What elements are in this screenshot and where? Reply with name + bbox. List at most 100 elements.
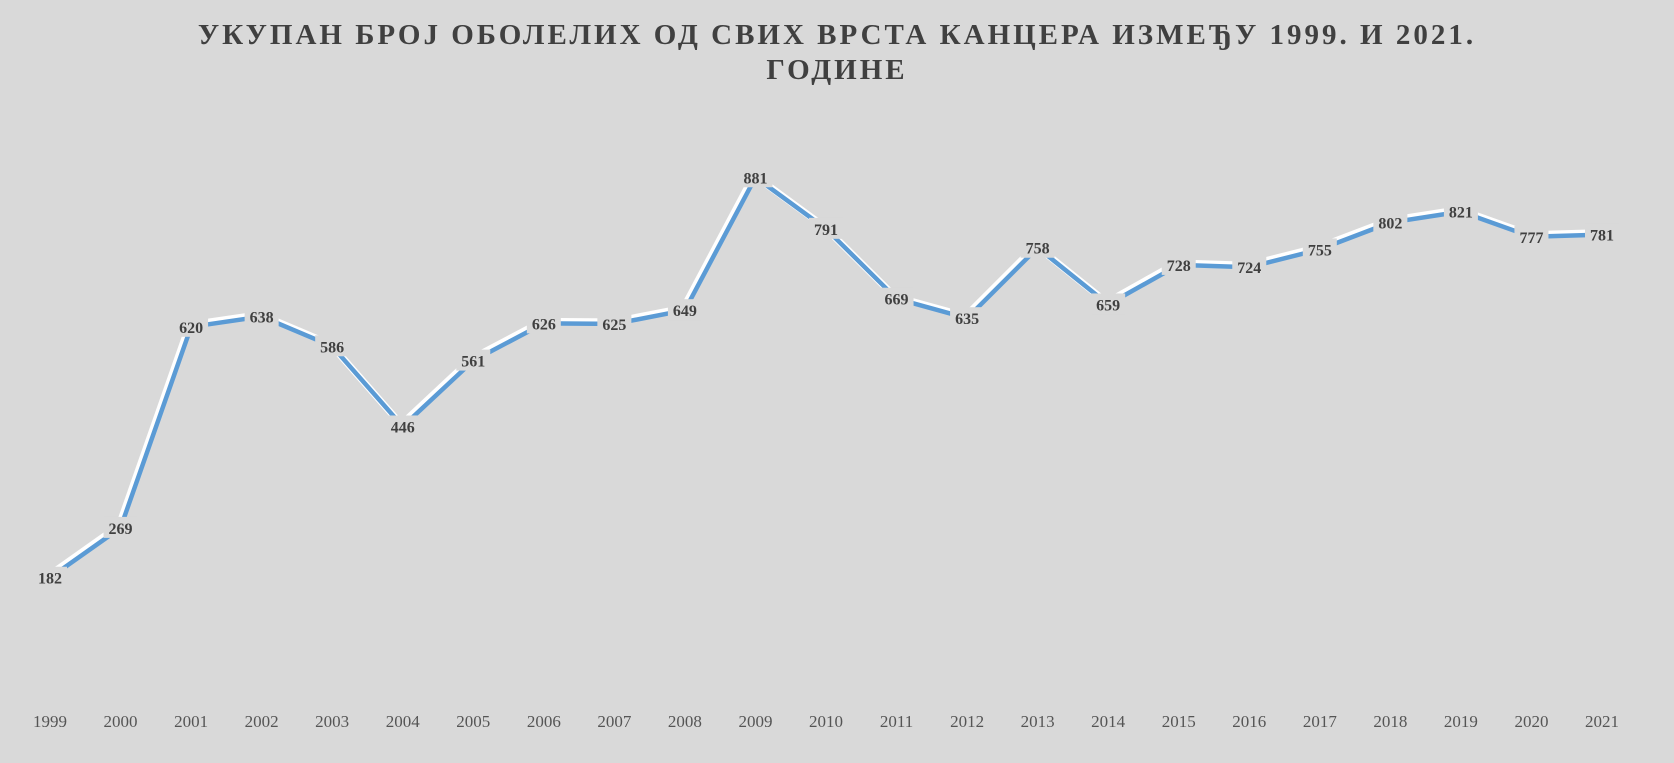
data-label-bg <box>244 305 279 327</box>
data-label-text: 781 <box>1590 228 1614 245</box>
data-label-bg <box>1232 256 1267 278</box>
x-tick-2017: 2017 <box>1303 712 1338 731</box>
data-label-text: 620 <box>179 320 203 337</box>
data-label-bg <box>809 217 843 239</box>
data-label-2018: 802 <box>1373 211 1408 233</box>
x-tick-2003: 2003 <box>315 712 349 731</box>
data-label-2000: 269 <box>103 516 138 538</box>
data-label-bg <box>1514 225 1549 247</box>
x-tick-2012: 2012 <box>950 712 984 731</box>
data-label-text: 649 <box>673 303 697 320</box>
x-tick-1999: 1999 <box>33 712 67 731</box>
data-label-2017: 755 <box>1302 238 1337 260</box>
data-label-text: 561 <box>461 354 485 371</box>
data-label-2006: 626 <box>526 312 561 334</box>
data-label-2008: 649 <box>667 299 702 321</box>
x-tick-2020: 2020 <box>1514 712 1548 731</box>
data-label-2019: 821 <box>1443 200 1478 222</box>
data-label-bg <box>597 312 632 334</box>
data-label-bg <box>950 307 985 329</box>
data-label-bg <box>1091 293 1126 315</box>
x-tick-2016: 2016 <box>1232 712 1266 731</box>
data-label-text: 182 <box>38 571 62 588</box>
data-label-2015: 728 <box>1161 253 1196 275</box>
chart-title-line-2: ГОДИНЕ <box>766 53 908 86</box>
data-label-bg <box>1585 223 1619 245</box>
data-label-bg <box>879 287 914 309</box>
data-label-text: 626 <box>532 316 556 333</box>
data-label-text: 881 <box>743 170 767 187</box>
data-label-text: 638 <box>250 309 274 326</box>
x-tick-2014: 2014 <box>1091 712 1126 731</box>
data-label-bg <box>1443 200 1478 222</box>
x-tick-2010: 2010 <box>809 712 843 731</box>
data-label-bg <box>1373 211 1408 233</box>
chart-title-line-1: УКУПАН БРОЈ ОБОЛЕЛИХ ОД СВИХ ВРСТА КАНЦЕ… <box>197 19 1477 51</box>
x-tick-2009: 2009 <box>738 712 772 731</box>
data-label-bg <box>456 349 491 371</box>
data-label-text: 269 <box>109 521 133 538</box>
drop-lines <box>49 191 1603 682</box>
data-label-text: 821 <box>1449 205 1473 222</box>
data-label-bg <box>667 299 702 321</box>
data-label-2014: 659 <box>1091 293 1126 315</box>
x-tick-2015: 2015 <box>1162 712 1196 731</box>
data-label-1999: 182 <box>33 566 67 588</box>
data-label-text: 802 <box>1378 216 1402 233</box>
data-label-text: 728 <box>1167 258 1191 275</box>
data-label-bg <box>174 315 209 337</box>
data-label-2021: 781 <box>1585 223 1619 245</box>
x-tick-2021: 2021 <box>1585 712 1619 731</box>
data-labels: 182 269 620 638 586 446 561 626 625 649 881 791 669 6… <box>33 166 1619 588</box>
data-label-bg <box>738 166 773 188</box>
data-label-text: 777 <box>1519 230 1543 247</box>
x-tick-2005: 2005 <box>456 712 490 731</box>
data-label-bg <box>1302 238 1337 260</box>
x-tick-2013: 2013 <box>1021 712 1055 731</box>
x-tick-2006: 2006 <box>527 712 561 731</box>
data-label-bg <box>33 566 67 588</box>
data-label-bg <box>1161 253 1196 275</box>
data-label-2001: 620 <box>174 315 209 337</box>
data-label-2003: 586 <box>315 335 350 357</box>
data-label-2020: 777 <box>1514 225 1549 247</box>
x-tick-2008: 2008 <box>668 712 702 731</box>
chart-title: УКУПАН БРОЈ ОБОЛЕЛИХ ОД СВИХ ВРСТА КАНЦЕ… <box>0 18 1674 88</box>
data-label-bg <box>103 516 138 538</box>
data-label-text: 625 <box>602 317 626 334</box>
data-label-2011: 669 <box>879 287 914 309</box>
data-label-2013: 758 <box>1020 236 1055 258</box>
data-label-2005: 561 <box>456 349 491 371</box>
data-label-text: 724 <box>1237 260 1261 277</box>
data-label-text: 446 <box>391 419 415 436</box>
data-label-2016: 724 <box>1232 256 1267 278</box>
data-label-bg <box>1020 236 1055 258</box>
data-label-text: 758 <box>1026 241 1050 258</box>
x-tick-2001: 2001 <box>174 712 208 731</box>
x-tick-2011: 2011 <box>880 712 913 731</box>
data-label-bg <box>526 312 561 334</box>
data-label-text: 791 <box>814 222 838 239</box>
data-label-text: 635 <box>955 311 979 328</box>
data-label-2012: 635 <box>950 307 985 329</box>
data-label-2007: 625 <box>597 312 632 334</box>
x-tick-2018: 2018 <box>1373 712 1407 731</box>
data-label-bg <box>385 415 420 437</box>
x-tick-2002: 2002 <box>245 712 279 731</box>
data-label-text: 669 <box>885 292 909 309</box>
x-tick-2000: 2000 <box>104 712 138 731</box>
x-tick-2007: 2007 <box>597 712 632 731</box>
data-label-text: 659 <box>1096 297 1120 314</box>
data-label-bg <box>315 335 350 357</box>
x-tick-2019: 2019 <box>1444 712 1478 731</box>
data-label-text: 755 <box>1308 242 1332 259</box>
data-label-2004: 446 <box>385 415 420 437</box>
x-axis-tick-labels: 1999 2000 2001 2002 2003 2004 2005 2006 2007 2008… <box>33 712 1619 731</box>
data-label-2010: 791 <box>809 217 843 239</box>
data-label-text: 586 <box>320 339 344 356</box>
data-label-2009: 881 <box>738 166 773 188</box>
x-tick-2004: 2004 <box>386 712 421 731</box>
data-label-2002: 638 <box>244 305 279 327</box>
